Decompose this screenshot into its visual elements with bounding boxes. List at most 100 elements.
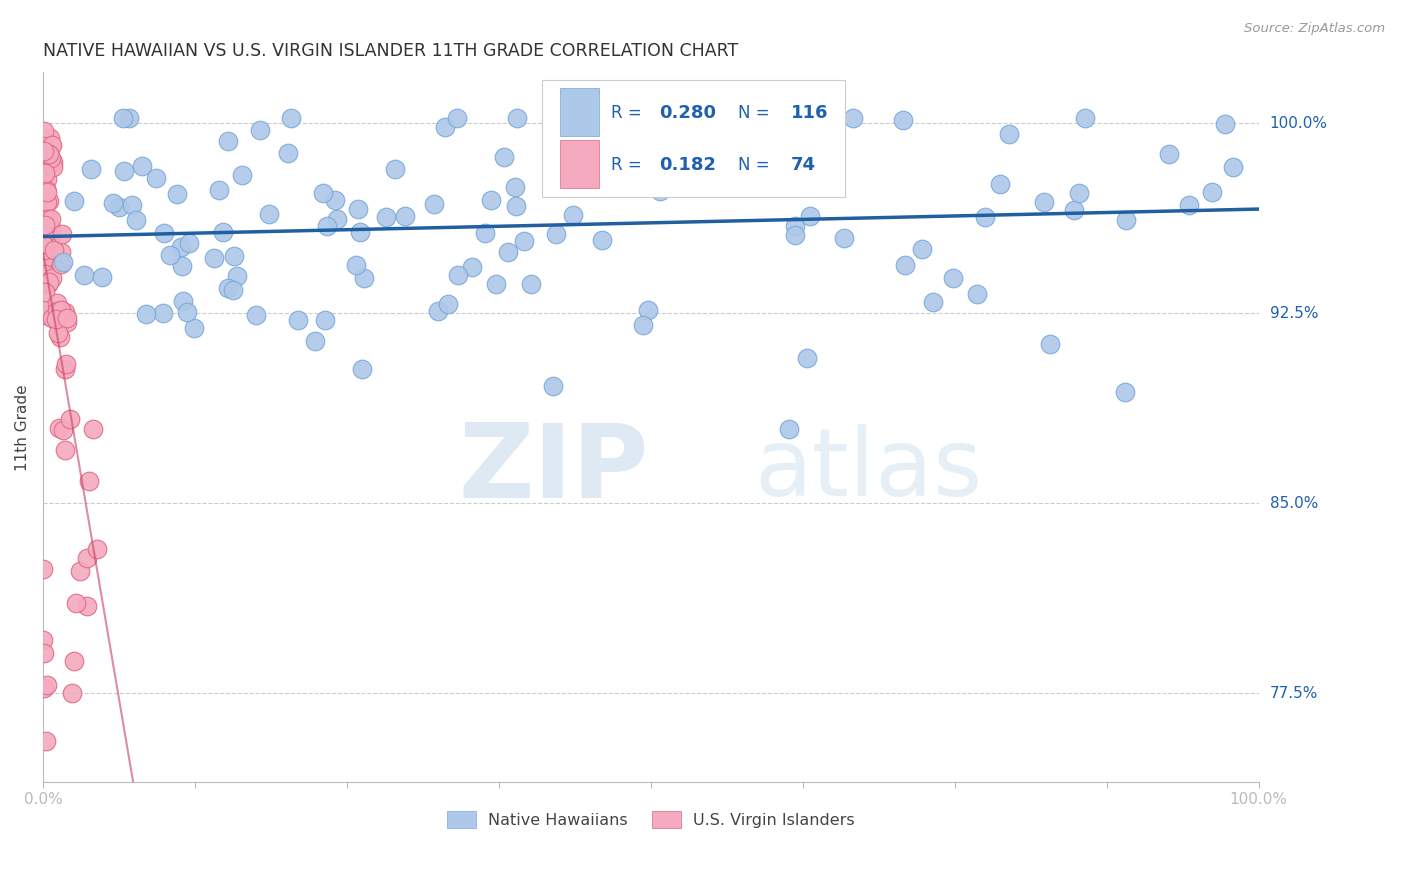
- Point: [287, 313, 309, 327]
- Point: [562, 208, 585, 222]
- Point: [112, 164, 135, 178]
- Point: [39, 212, 62, 227]
- Point: [76, 599, 98, 613]
- Point: [170, 260, 193, 274]
- FancyBboxPatch shape: [560, 140, 599, 188]
- Text: 92.5%: 92.5%: [1270, 306, 1319, 321]
- Point: [474, 226, 496, 240]
- Point: [1115, 213, 1137, 227]
- Point: [49, 256, 72, 270]
- Point: [152, 306, 174, 320]
- Point: [90, 270, 112, 285]
- Point: [785, 219, 807, 233]
- Point: [48, 326, 70, 340]
- Text: 0.182: 0.182: [659, 156, 717, 174]
- Point: [41, 160, 63, 174]
- Text: ZIP: ZIP: [458, 419, 648, 520]
- Point: [446, 111, 468, 125]
- Point: [34, 646, 56, 660]
- Point: [202, 251, 225, 265]
- Point: [225, 269, 247, 284]
- Point: [37, 186, 59, 200]
- Point: [973, 210, 995, 224]
- Point: [277, 146, 299, 161]
- Point: [34, 681, 56, 696]
- Point: [121, 197, 143, 211]
- Point: [314, 312, 336, 326]
- Point: [118, 111, 141, 125]
- Point: [988, 177, 1011, 191]
- Point: [52, 423, 75, 437]
- Point: [222, 249, 245, 263]
- Point: [34, 285, 56, 300]
- Point: [112, 111, 135, 125]
- Point: [997, 127, 1019, 141]
- FancyBboxPatch shape: [541, 79, 845, 196]
- Point: [32, 252, 55, 266]
- Point: [45, 312, 67, 326]
- Point: [1039, 337, 1062, 351]
- Text: atlas: atlas: [754, 424, 983, 516]
- Legend: Native Hawaiians, U.S. Virgin Islanders: Native Hawaiians, U.S. Virgin Islanders: [440, 805, 862, 834]
- Point: [249, 123, 271, 137]
- Point: [35, 734, 58, 748]
- Point: [39, 221, 62, 235]
- Point: [799, 209, 821, 223]
- Point: [41, 138, 63, 153]
- Point: [492, 150, 515, 164]
- Point: [32, 237, 55, 252]
- Text: R =: R =: [610, 103, 647, 122]
- Point: [49, 245, 72, 260]
- Point: [638, 167, 661, 181]
- Point: [1159, 146, 1181, 161]
- Point: [631, 318, 654, 332]
- Point: [911, 242, 934, 256]
- Text: 77.5%: 77.5%: [1270, 686, 1317, 701]
- Point: [45, 296, 67, 310]
- Point: [222, 283, 245, 297]
- Point: [49, 303, 72, 318]
- Point: [59, 412, 82, 426]
- Point: [325, 211, 347, 226]
- Point: [32, 139, 55, 153]
- Text: NATIVE HAWAIIAN VS U.S. VIRGIN ISLANDER 11TH GRADE CORRELATION CHART: NATIVE HAWAIIAN VS U.S. VIRGIN ISLANDER …: [44, 42, 738, 60]
- Point: [39, 231, 62, 245]
- Point: [38, 231, 60, 245]
- Point: [422, 197, 444, 211]
- Point: [1114, 385, 1136, 400]
- Point: [77, 475, 100, 489]
- Point: [45, 304, 67, 318]
- Point: [35, 194, 58, 209]
- Point: [427, 304, 450, 318]
- Point: [34, 268, 56, 282]
- Point: [35, 678, 58, 692]
- Point: [65, 596, 87, 610]
- Point: [32, 632, 55, 647]
- Point: [312, 186, 335, 201]
- Point: [344, 259, 367, 273]
- Text: N =: N =: [738, 156, 775, 174]
- Point: [86, 541, 108, 556]
- Point: [172, 293, 194, 308]
- Point: [485, 277, 508, 292]
- Point: [1063, 202, 1085, 217]
- Point: [353, 271, 375, 285]
- Point: [922, 295, 945, 310]
- Point: [231, 168, 253, 182]
- Point: [280, 111, 302, 125]
- Point: [894, 258, 917, 272]
- Point: [561, 123, 583, 137]
- Y-axis label: 11th Grade: 11th Grade: [15, 384, 30, 470]
- Point: [38, 130, 60, 145]
- Point: [800, 170, 823, 185]
- Point: [39, 252, 62, 266]
- Point: [56, 315, 79, 329]
- Point: [52, 255, 75, 269]
- Point: [51, 227, 73, 242]
- Point: [349, 225, 371, 239]
- Point: [800, 111, 823, 125]
- Point: [82, 422, 104, 436]
- Point: [966, 287, 988, 301]
- Point: [745, 145, 768, 159]
- Point: [1073, 111, 1095, 125]
